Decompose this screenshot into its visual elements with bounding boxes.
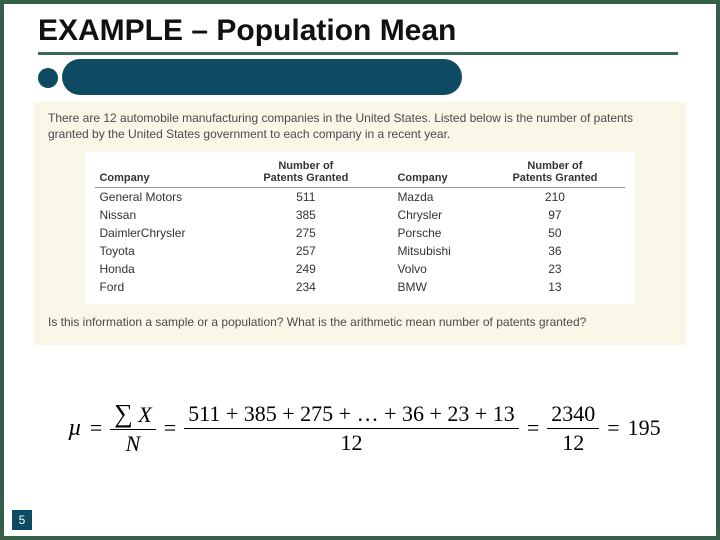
cell-company: Chrysler [393,206,485,224]
cell-patents: 23 [485,260,624,278]
cell-company: Nissan [95,206,236,224]
frac-sum: 2340 12 [547,402,599,453]
expansion-bot: 12 [340,429,362,454]
table-row: General Motors 511 Mazda 210 [95,188,624,207]
cell-company: General Motors [95,188,236,207]
equals-4: = [605,415,621,441]
frac-expansion: 511 + 385 + 275 + … + 36 + 23 + 13 12 [184,402,519,453]
cell-company: Volvo [393,260,485,278]
slide: EXAMPLE – Population Mean There are 12 a… [4,4,716,536]
page-number: 5 [12,510,32,530]
question-text: Is this information a sample or a popula… [48,314,672,330]
table-header-row: Company Number ofPatents Granted Company… [95,158,624,188]
slide-title: EXAMPLE – Population Mean [38,14,456,48]
cell-patents: 511 [236,188,375,207]
cell-company: Porsche [393,224,485,242]
formula: µ = ∑ X N = 511 + 385 + 275 + … + 36 + 2… [68,398,676,458]
sigma-x: ∑ X [110,401,156,430]
cell-patents: 385 [236,206,375,224]
mu-symbol: µ [68,415,82,442]
cell-patents: 210 [485,188,624,207]
sum-bot: 12 [562,429,584,454]
cell-company: Mitsubishi [393,242,485,260]
cell-company: Ford [95,278,236,296]
cell-company: Honda [95,260,236,278]
equals-1: = [88,415,104,441]
col-company-left: Company [95,158,236,188]
cell-patents: 249 [236,260,375,278]
frac-sigma: ∑ X N [110,401,156,455]
N: N [126,430,141,455]
table-row: Toyota 257 Mitsubishi 36 [95,242,624,260]
col-company-right: Company [393,158,485,188]
title-underline [38,52,678,55]
col-patents-right: Number ofPatents Granted [485,158,624,188]
equals-3: = [525,415,541,441]
cell-patents: 36 [485,242,624,260]
col-patents-left: Number ofPatents Granted [236,158,375,188]
result: 195 [628,415,661,441]
patents-table: Company Number ofPatents Granted Company… [95,158,624,296]
cell-patents: 50 [485,224,624,242]
intro-text: There are 12 automobile manufacturing co… [48,110,672,142]
cell-company: Toyota [95,242,236,260]
title-bar: EXAMPLE – Population Mean [4,4,716,99]
col-spacer [375,158,393,188]
cell-company: Mazda [393,188,485,207]
title-chip [62,59,462,95]
cell-patents: 97 [485,206,624,224]
expansion-top: 511 + 385 + 275 + … + 36 + 23 + 13 [184,402,519,428]
cell-patents: 257 [236,242,375,260]
cell-patents: 275 [236,224,375,242]
table-row: Honda 249 Volvo 23 [95,260,624,278]
cell-company: DaimlerChrysler [95,224,236,242]
table-row: Ford 234 BMW 13 [95,278,624,296]
equals-2: = [162,415,178,441]
problem-block: There are 12 automobile manufacturing co… [34,102,686,345]
cell-patents: 13 [485,278,624,296]
sum-top: 2340 [547,402,599,428]
table-row: Nissan 385 Chrysler 97 [95,206,624,224]
patents-table-wrap: Company Number ofPatents Granted Company… [85,152,634,304]
cell-patents: 234 [236,278,375,296]
title-bullet-icon [38,68,58,88]
cell-company: BMW [393,278,485,296]
table-row: DaimlerChrysler 275 Porsche 50 [95,224,624,242]
